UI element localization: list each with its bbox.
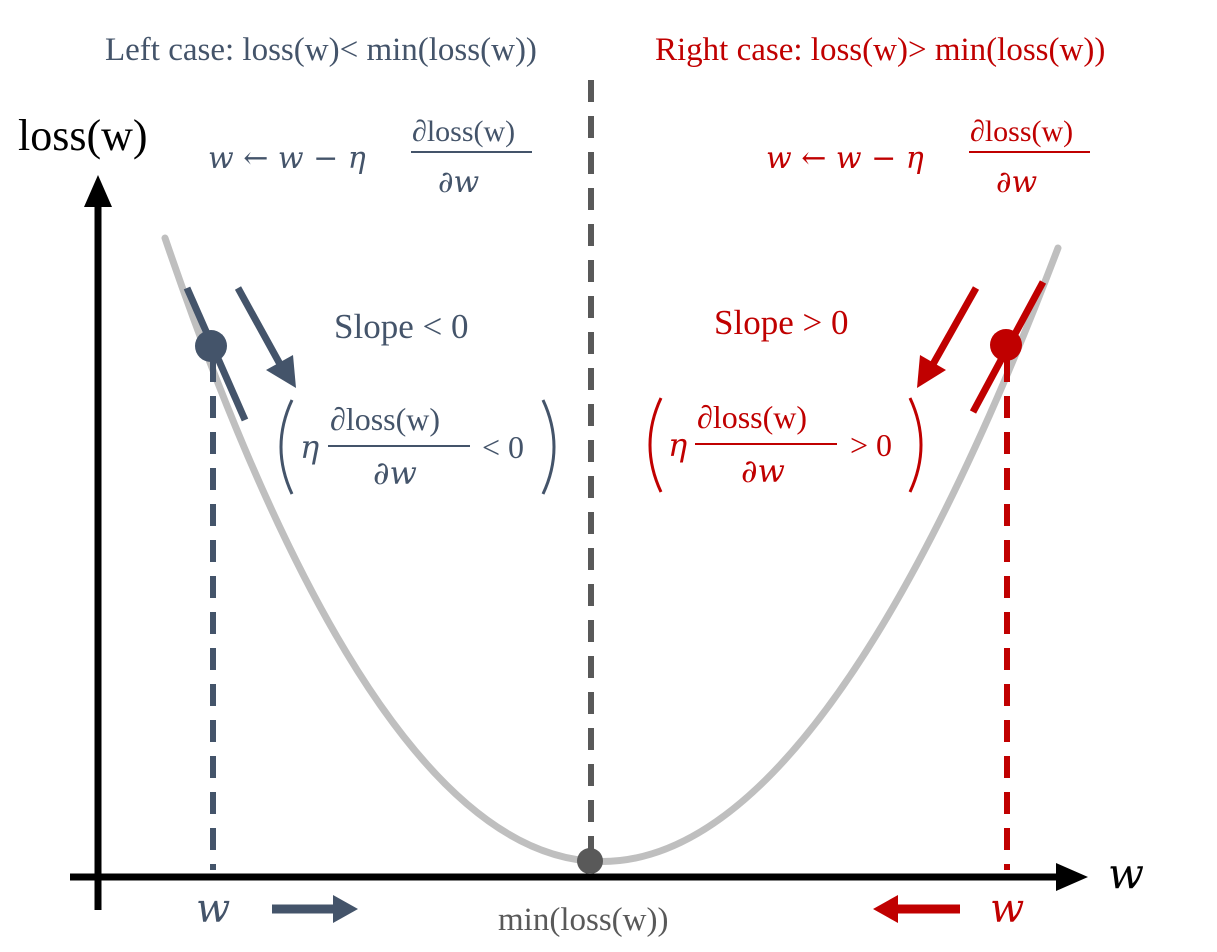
left-gradient-denominator: ∂w	[373, 454, 417, 492]
x-axis-label: w	[1108, 849, 1144, 898]
right-bottom-arrow-head	[873, 895, 898, 923]
right-direction-arrow-shaft	[928, 286, 980, 368]
left-gradient-numerator: ∂loss(w)	[330, 401, 440, 437]
left-gradient-open-paren	[279, 399, 294, 495]
x-axis-arrowhead	[1056, 863, 1088, 891]
left-point	[195, 330, 227, 362]
right-gradient-open-paren	[648, 397, 663, 493]
minimum-label: min(loss(w))	[498, 902, 668, 938]
left-gradient-comparison: < 0	[482, 429, 524, 465]
right-gradient-expression: η ∂loss(w) ∂w > 0	[648, 397, 923, 493]
right-gradient-comparison: > 0	[850, 427, 892, 463]
y-axis-arrowhead	[84, 175, 112, 207]
right-update-rule-numerator: ∂loss(w)	[970, 115, 1073, 148]
left-direction-arrow-head	[266, 355, 296, 388]
loss-curve	[161, 234, 1062, 865]
y-axis-label: loss(w)	[18, 111, 148, 160]
left-update-rule: w ← w − η ∂loss(w) ∂w	[208, 115, 532, 200]
right-point	[990, 329, 1022, 361]
right-gradient-close-paren	[908, 397, 923, 493]
left-update-rule-denominator: ∂w	[438, 165, 480, 200]
right-direction-arrow-head	[917, 355, 946, 388]
left-direction-arrow-shaft	[234, 286, 285, 368]
left-w-label: w	[196, 886, 230, 932]
right-slope-label: Slope > 0	[714, 303, 848, 342]
left-update-rule-lhs: w ← w − η	[208, 141, 366, 176]
right-gradient-denominator: ∂w	[741, 452, 785, 490]
left-bottom-arrow-head	[333, 895, 358, 923]
left-case-title: Left case: loss(w)< min(loss(w))	[105, 32, 537, 68]
left-gradient-expression: η ∂loss(w) ∂w < 0	[279, 399, 556, 495]
minimum-point	[577, 848, 603, 874]
right-case-title: Right case: loss(w)> min(loss(w))	[655, 32, 1105, 68]
right-update-rule-denominator: ∂w	[996, 165, 1038, 200]
right-update-rule: w ← w − η ∂loss(w) ∂w	[766, 115, 1090, 200]
right-gradient-eta: η	[668, 426, 687, 464]
left-gradient-close-paren	[541, 399, 556, 495]
right-gradient-numerator: ∂loss(w)	[697, 399, 807, 435]
right-w-label: w	[990, 886, 1024, 932]
left-slope-label: Slope < 0	[334, 307, 468, 346]
left-update-rule-numerator: ∂loss(w)	[412, 115, 515, 148]
left-gradient-eta: η	[300, 428, 319, 466]
right-update-rule-lhs: w ← w − η	[766, 141, 924, 176]
